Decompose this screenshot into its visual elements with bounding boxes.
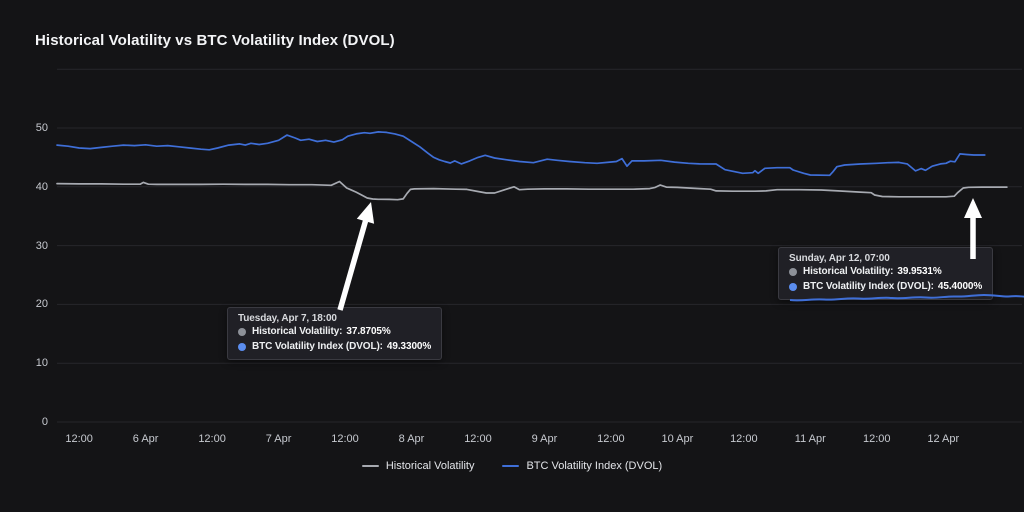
tooltip-label: Historical Volatility: [252,326,343,337]
hv-legend-dash-icon [361,465,379,467]
x-axis-tick: 7 Apr [265,433,292,445]
tooltip-row: Historical Volatility: 37.8705% [238,325,431,340]
x-axis-tick: 11 Apr [794,433,826,445]
hv-dot-icon [238,328,246,337]
y-axis-tick: 0 [41,416,48,428]
dvol-legend-dash-icon [502,465,520,467]
legend-item-hv[interactable]: Historical Volatility [361,460,475,472]
series-lines [56,131,1008,201]
tooltip-label: BTC Volatility Index (DVOL): [803,280,934,292]
dvol-dot-icon [238,342,246,351]
chart-title: Historical Volatility vs BTC Volatility … [35,32,395,49]
x-axis-tick: 12:00 [65,433,93,445]
y-axis-tick: 20 [35,298,48,311]
hv-series-line [56,180,1008,201]
legend-item-dvol[interactable]: BTC Volatility Index (DVOL) [502,460,662,472]
dvol-series-line [56,131,986,177]
tooltip-value: 39.9531% [897,266,942,277]
x-axis-tick: 12:00 [863,433,891,445]
x-axis-tick: 12:00 [597,433,625,445]
x-axis-tick: 8 Apr [398,433,425,445]
tooltip-row: Historical Volatility: 39.9531% [789,265,982,280]
chart-legend: Historical Volatility BTC Volatility Inde… [0,460,1024,472]
tooltip-row: BTC Volatility Index (DVOL): 45.4000% [789,280,982,295]
y-axis-tick: 40 [35,180,48,193]
tooltip-value: 49.3300% [386,340,432,352]
x-axis-tick: 12:00 [198,433,226,445]
tooltip-date: Tuesday, Apr 7, 18:00 [238,313,337,324]
tooltip-apr12: Sunday, Apr 12, 07:00 Historical Volatil… [778,247,994,300]
tooltip-value: 37.8705% [346,326,391,337]
x-axis-tick: 9 Apr [531,433,558,445]
x-axis-tick: 12 Apr [927,433,960,445]
tooltip-apr7: Tuesday, Apr 7, 18:00 Historical Volatil… [227,307,443,360]
x-axis-tick: 12:00 [464,433,492,445]
x-axis-tick: 12:00 [730,433,758,445]
x-axis-tick: 10 Apr [661,433,694,445]
tooltip-date: Sunday, Apr 12, 07:00 [789,253,890,264]
y-axis-tick: 10 [35,357,48,370]
tooltip-row: BTC Volatility Index (DVOL): 49.3300% [238,340,431,355]
y-axis-tick: 30 [35,239,48,252]
legend-label: Historical Volatility [385,460,475,472]
gridlines [57,68,1022,423]
x-axis-tick: 12:00 [331,433,359,445]
dvol-dot-icon [789,282,797,291]
hv-dot-icon [789,268,797,277]
y-axis-tick: 50 [35,122,48,134]
tooltip-value: 45.4000% [937,280,983,292]
tooltip-label: BTC Volatility Index (DVOL): [252,340,383,352]
x-axis-tick: 6 Apr [132,433,159,445]
tooltip-label: Historical Volatility: [803,266,894,277]
legend-label: BTC Volatility Index (DVOL) [526,460,663,472]
